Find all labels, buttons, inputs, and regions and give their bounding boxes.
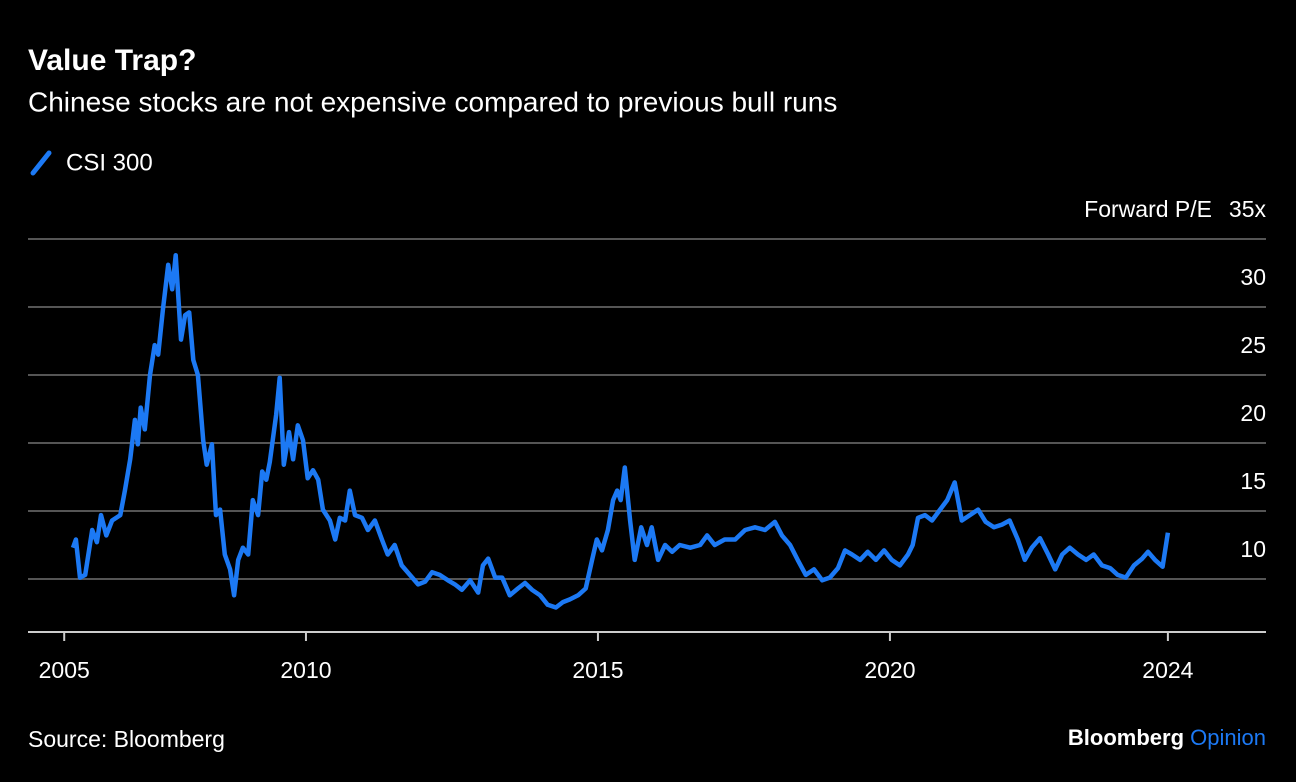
y-tick-label: 20 (1240, 400, 1266, 426)
x-tick-label: 2024 (1142, 657, 1193, 683)
series-line (70, 253, 1171, 610)
brand-name: Bloomberg (1068, 725, 1184, 750)
y-tick-label: 30 (1240, 264, 1266, 290)
legend-label: CSI 300 (66, 149, 153, 176)
x-tick-label: 2010 (280, 657, 331, 683)
y-tick-label: 15 (1240, 468, 1266, 494)
x-tick-label: 2020 (864, 657, 915, 683)
x-tick-label: 2015 (572, 657, 623, 683)
y-axis-label: Forward P/E (1084, 196, 1212, 222)
y-tick-label: 10 (1240, 536, 1266, 562)
chart-subtitle: Chinese stocks are not expensive compare… (28, 86, 837, 117)
chart-title: Value Trap? (28, 44, 196, 77)
y-tick-label: 25 (1240, 332, 1266, 358)
brand-sub: Opinion (1190, 725, 1266, 750)
brand: Bloomberg Opinion (1068, 725, 1266, 750)
x-tick-label: 2005 (39, 657, 90, 683)
source: Source: Bloomberg (28, 726, 225, 752)
y-tick-label: 35x (1229, 196, 1267, 222)
legend-swatch (30, 150, 52, 176)
